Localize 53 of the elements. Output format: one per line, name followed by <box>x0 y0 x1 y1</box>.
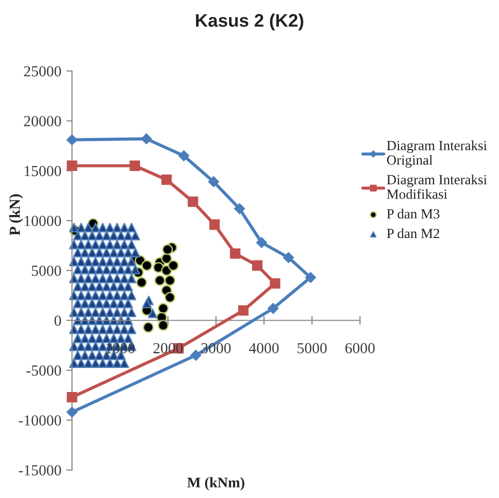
y-tick-label: 10000 <box>24 216 61 226</box>
point <box>66 160 78 171</box>
point <box>154 275 166 286</box>
y-tick-label: 15000 <box>24 166 61 176</box>
x-axis-title: M (kNm) <box>187 477 244 490</box>
point <box>161 253 172 264</box>
point <box>283 252 294 263</box>
x-tick-label: 4000 <box>249 343 279 354</box>
point <box>164 292 176 303</box>
legend-label: P dan M3 <box>386 208 440 219</box>
point <box>238 305 249 316</box>
point <box>130 160 140 171</box>
point <box>158 320 169 331</box>
point <box>66 406 78 418</box>
point <box>158 302 169 314</box>
legend-label: Diagram Interaksi Modifikasi <box>386 174 487 199</box>
y-axis-title: P (kN) <box>9 194 24 236</box>
point <box>256 237 268 248</box>
point <box>268 302 279 314</box>
y-tick-label: -10000 <box>18 415 61 426</box>
point <box>164 275 176 286</box>
point <box>152 262 164 273</box>
x-tick-label: 6000 <box>345 343 375 354</box>
point <box>305 272 316 283</box>
point <box>230 248 240 259</box>
point <box>190 350 202 361</box>
point <box>66 134 78 146</box>
point <box>161 174 172 185</box>
point <box>142 322 154 333</box>
y-tick-label: 20000 <box>24 116 61 126</box>
y-tick-label: -5000 <box>26 365 61 376</box>
point <box>178 150 190 162</box>
y-tick-label: -15000 <box>18 465 61 476</box>
point <box>162 244 173 255</box>
point <box>140 133 152 144</box>
legend-label: P dan M2 <box>386 228 440 238</box>
point <box>188 196 198 207</box>
point <box>270 278 280 289</box>
y-tick-label: 5000 <box>32 266 61 276</box>
point <box>66 392 78 402</box>
point <box>168 260 179 271</box>
y-tick-label: 25000 <box>24 66 61 76</box>
legend-label: Diagram Interaksi Original <box>386 140 487 168</box>
point <box>136 277 148 288</box>
y-tick-label: 0 <box>54 316 61 326</box>
point <box>234 203 245 214</box>
point <box>252 260 262 271</box>
point <box>141 260 152 271</box>
point <box>208 176 220 188</box>
x-tick-label: 5000 <box>298 343 327 354</box>
x-tick-label: 1000 <box>106 343 135 354</box>
chart-title: Kasus 2 (K2) <box>196 14 304 30</box>
point <box>209 219 220 230</box>
